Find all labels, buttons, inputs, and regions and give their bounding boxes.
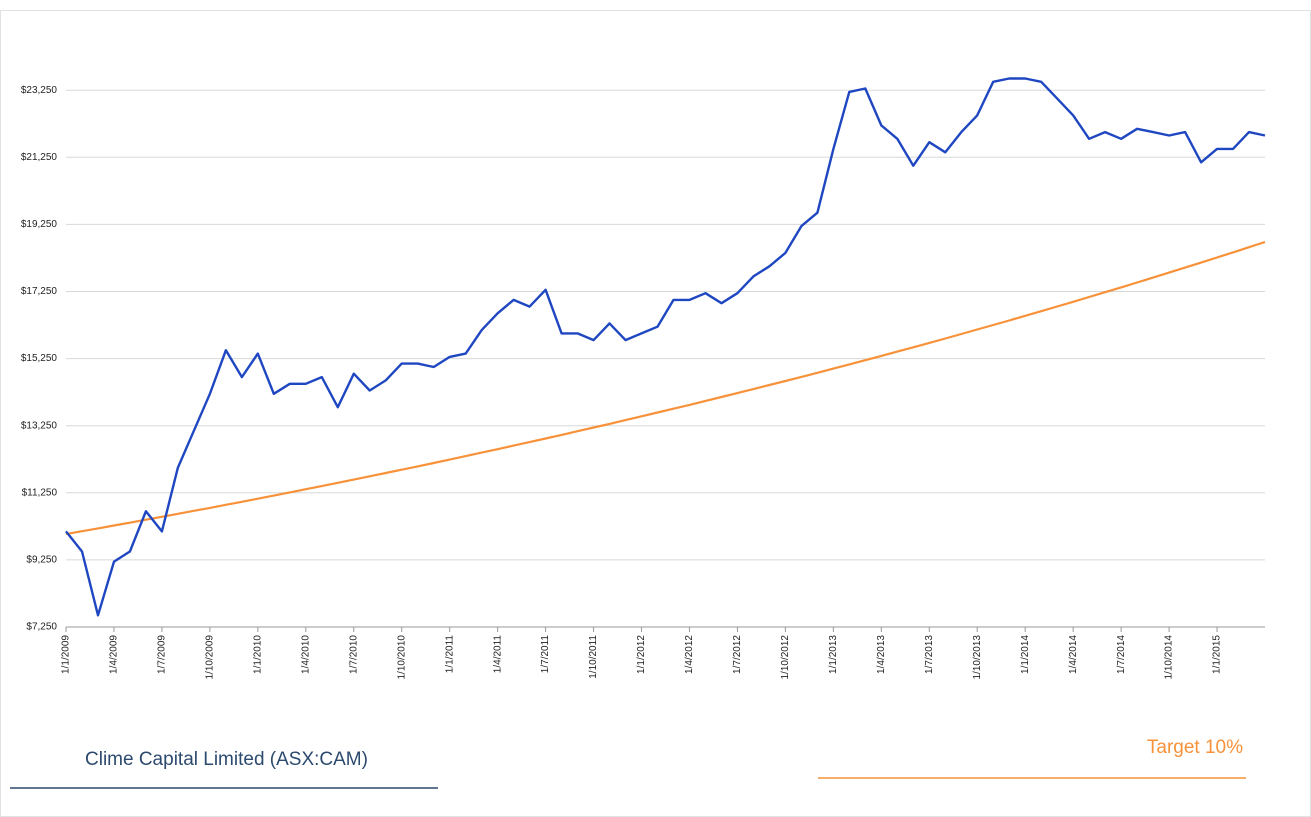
x-tick-label: 1/1/2009 (61, 635, 72, 674)
x-tick-label: 1/10/2014 (1164, 635, 1175, 680)
x-tick-label: 1/7/2011 (540, 635, 551, 674)
x-tick-label: 1/1/2011 (444, 635, 455, 674)
x-tick-label: 1/10/2013 (972, 635, 983, 680)
x-tick-label: 1/7/2010 (348, 635, 359, 674)
y-tick-label: $11,250 (22, 487, 58, 498)
series-line (65, 240, 1266, 536)
x-tick-label: 1/7/2012 (732, 635, 743, 674)
x-tick-label: 1/4/2014 (1068, 635, 1079, 674)
x-tick-label: 1/4/2013 (876, 635, 887, 674)
x-tick-label: 1/1/2015 (1212, 635, 1223, 674)
x-tick-label: 1/4/2009 (109, 635, 120, 674)
x-tick-label: 1/1/2010 (252, 635, 263, 674)
x-tick-label: 1/7/2014 (1116, 635, 1127, 674)
y-tick-label: $13,250 (21, 420, 58, 431)
legend-label: Clime Capital Limited (ASX:CAM) (85, 749, 368, 770)
y-tick-label: $21,250 (21, 152, 58, 163)
x-tick-label: 1/1/2013 (828, 635, 839, 674)
y-tick-label: $19,250 (21, 219, 58, 230)
x-tick-label: 1/1/2014 (1020, 635, 1031, 674)
x-tick-label: 1/4/2012 (684, 635, 695, 674)
x-tick-label: 1/1/2012 (636, 635, 647, 674)
x-tick-label: 1/10/2009 (205, 635, 216, 680)
legend-label: Target 10% (1147, 737, 1243, 758)
x-tick-label: 1/10/2012 (780, 635, 791, 680)
x-tick-label: 1/4/2010 (300, 635, 311, 674)
y-tick-label: $9,250 (26, 555, 57, 566)
y-tick-label: $7,250 (26, 622, 57, 633)
y-tick-label: $23,250 (21, 85, 58, 96)
x-tick-label: 1/10/2011 (588, 635, 599, 679)
y-tick-label: $15,250 (21, 353, 58, 364)
series-line (65, 77, 1266, 617)
x-tick-label: 1/7/2009 (157, 635, 168, 674)
x-tick-label: 1/4/2011 (492, 635, 503, 674)
x-tick-label: 1/10/2010 (396, 635, 407, 680)
y-tick-label: $17,250 (21, 286, 58, 297)
x-tick-label: 1/7/2013 (924, 635, 935, 674)
